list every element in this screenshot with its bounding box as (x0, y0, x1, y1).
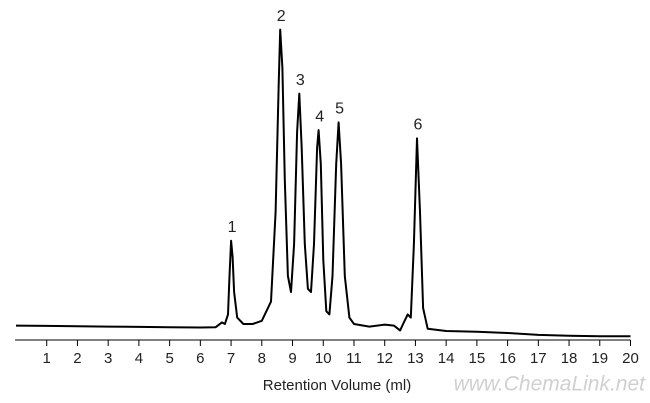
watermark: www.ChemaLink.net (454, 373, 647, 396)
x-tick-label: 14 (438, 350, 455, 367)
x-tick-label: 13 (407, 350, 424, 367)
x-axis-title: Retention Volume (ml) (263, 377, 411, 394)
x-tick-label: 1 (43, 350, 51, 367)
x-tick-label: 12 (376, 350, 393, 367)
peak-label: 1 (228, 219, 237, 236)
x-tick-label: 11 (346, 350, 362, 367)
x-tick-label: 20 (622, 350, 639, 367)
x-tick-label: 10 (315, 350, 332, 367)
x-tick-label: 6 (196, 350, 204, 367)
x-tick-label: 7 (227, 350, 235, 367)
x-tick-label: 9 (288, 350, 296, 367)
peak-label: 6 (414, 117, 423, 134)
peak-label: 2 (277, 8, 286, 25)
x-tick-label: 3 (104, 350, 112, 367)
x-tick-label: 17 (530, 350, 547, 367)
x-tick-label: 16 (499, 350, 516, 367)
x-tick-label: 5 (165, 350, 173, 367)
x-tick-label: 18 (561, 350, 578, 367)
x-tick-label: 15 (469, 350, 486, 367)
x-tick-label: 4 (135, 350, 143, 367)
x-tick-label: 8 (258, 350, 266, 367)
peak-label: 3 (296, 72, 305, 89)
trace (15, 28, 631, 338)
x-tick-label: 2 (73, 350, 81, 367)
x-tick-label: 19 (591, 350, 608, 367)
peak-label: 4 (315, 108, 324, 125)
peak-label: 5 (335, 101, 344, 118)
